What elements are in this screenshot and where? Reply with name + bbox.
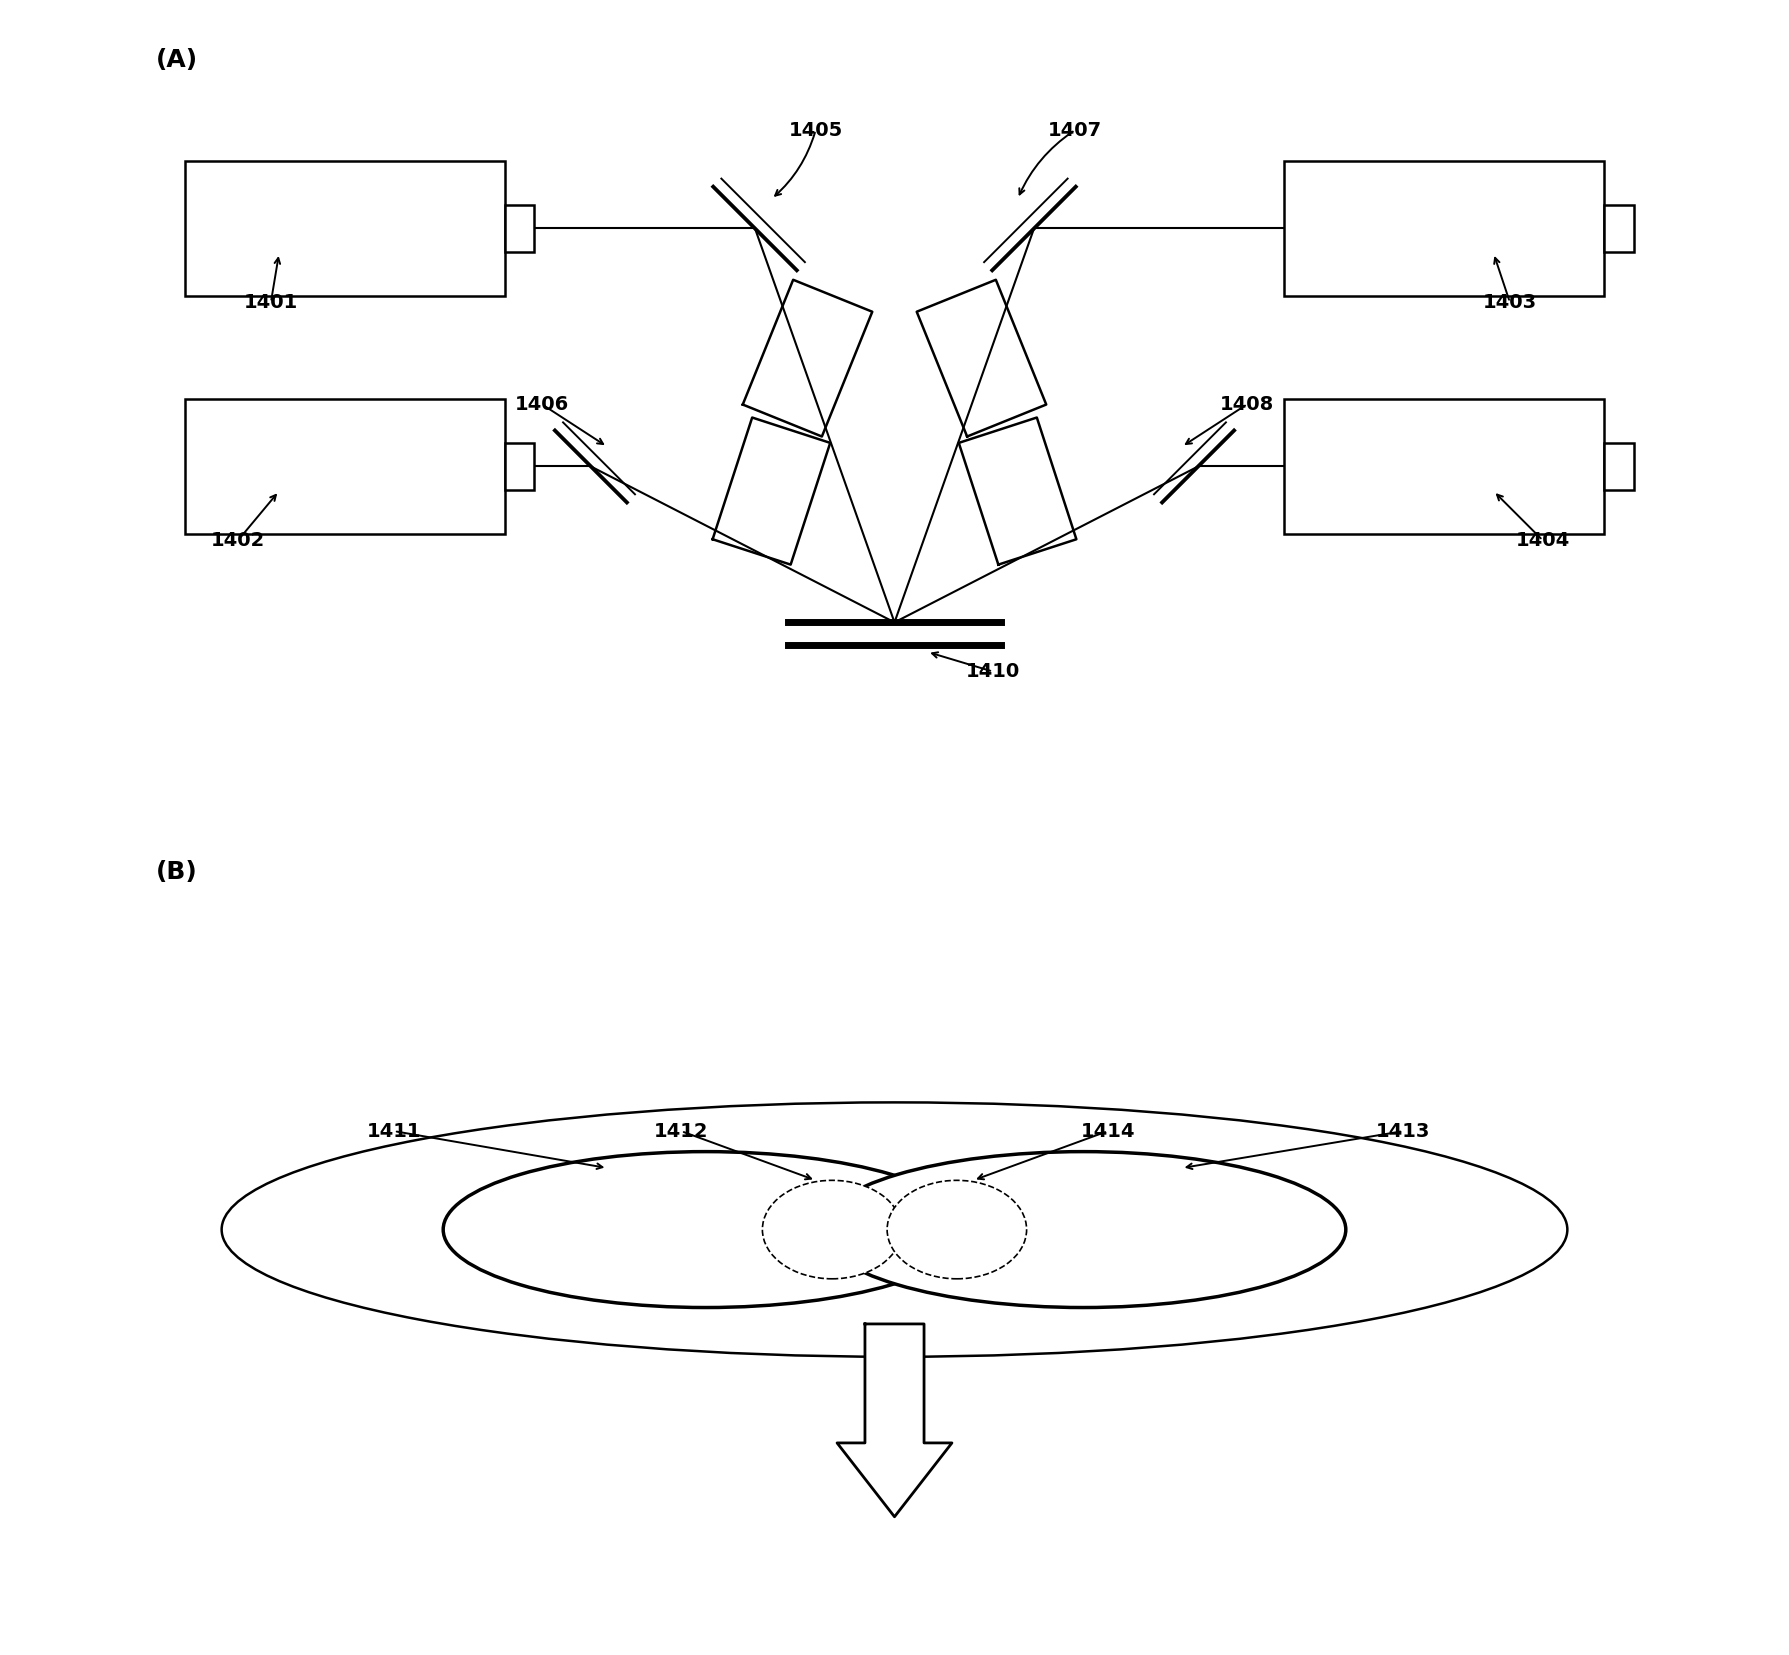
Text: 1411: 1411 <box>367 1122 420 1140</box>
Ellipse shape <box>762 1180 902 1279</box>
Polygon shape <box>837 1324 952 1516</box>
Text: 1410: 1410 <box>966 662 1020 682</box>
Text: 1414: 1414 <box>1081 1122 1134 1140</box>
Bar <box>1605 444 1633 490</box>
Ellipse shape <box>887 1180 1027 1279</box>
Bar <box>504 205 535 252</box>
Bar <box>504 444 535 490</box>
Text: 1402: 1402 <box>211 531 265 549</box>
Text: 1404: 1404 <box>1515 531 1571 549</box>
Text: 1408: 1408 <box>1220 394 1274 414</box>
Text: 1403: 1403 <box>1483 293 1537 311</box>
Bar <box>184 399 504 535</box>
Ellipse shape <box>222 1102 1567 1357</box>
Ellipse shape <box>821 1152 1345 1307</box>
Text: 1406: 1406 <box>515 394 569 414</box>
Text: 1401: 1401 <box>243 293 299 311</box>
Bar <box>184 161 504 296</box>
Text: 1405: 1405 <box>789 121 843 139</box>
Bar <box>1285 399 1605 535</box>
Text: (B): (B) <box>156 861 199 884</box>
Text: 1413: 1413 <box>1376 1122 1431 1140</box>
Ellipse shape <box>444 1152 968 1307</box>
Text: 1407: 1407 <box>1048 121 1102 139</box>
Bar <box>1605 205 1633 252</box>
Text: 1412: 1412 <box>655 1122 708 1140</box>
Bar <box>1285 161 1605 296</box>
Text: (A): (A) <box>156 48 199 71</box>
